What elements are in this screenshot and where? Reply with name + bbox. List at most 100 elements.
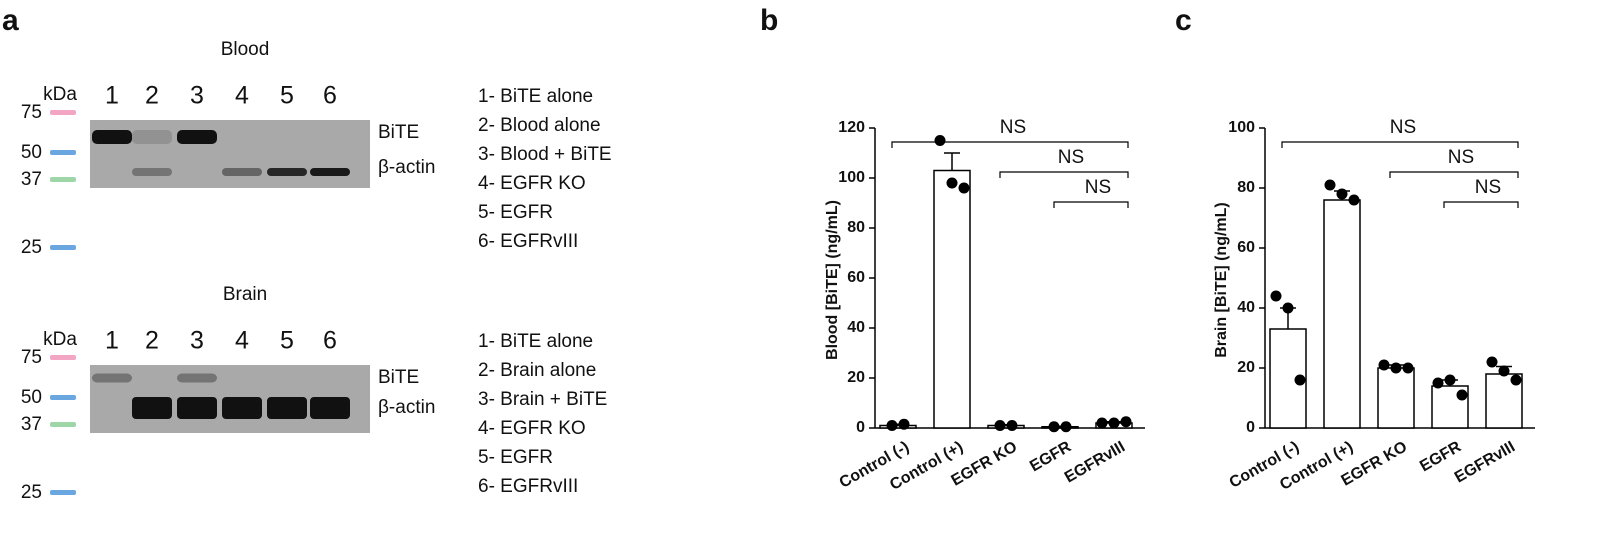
lane-number: 1 (105, 82, 119, 110)
lane-number: 2 (145, 327, 159, 355)
marker-label: 75 (21, 347, 42, 368)
bar (1323, 199, 1361, 429)
ladder-band (50, 177, 76, 182)
data-point (1498, 365, 1510, 377)
band (92, 373, 132, 383)
data-point (1456, 389, 1468, 401)
band (177, 373, 217, 383)
significance-bracket (891, 141, 1129, 148)
legend-item: 3- Blood + BiTE (478, 144, 612, 165)
data-point (1108, 417, 1120, 429)
y-tick-label: 120 (838, 119, 865, 136)
data-point (958, 182, 970, 194)
significance-bracket (1443, 201, 1519, 208)
panel-label: a (2, 4, 19, 37)
legend-item: 2- Blood alone (478, 115, 601, 136)
marker-label: 25 (21, 237, 42, 258)
data-point (1444, 374, 1456, 386)
band (132, 130, 172, 144)
y-tick-label: 0 (856, 419, 865, 436)
lane-number: 1 (105, 327, 119, 355)
band (132, 397, 172, 419)
band (310, 168, 350, 176)
data-point (1294, 374, 1306, 386)
legend-item: 6- EGFRvIII (478, 476, 578, 497)
lane-number: 5 (280, 82, 294, 110)
y-tick-label: 20 (847, 369, 865, 386)
lane-number: 3 (190, 82, 204, 110)
marker-label: 50 (21, 387, 42, 408)
ladder-band (50, 422, 76, 427)
band (310, 397, 350, 419)
lane-number: 2 (145, 82, 159, 110)
significance-label: NS (1000, 117, 1026, 138)
data-point (1120, 416, 1132, 428)
ladder-band (50, 110, 76, 115)
data-point (1048, 421, 1060, 433)
band (177, 130, 217, 144)
marker-label: 37 (21, 414, 42, 435)
lane-number: 6 (323, 327, 337, 355)
band (132, 168, 172, 176)
y-tick-label: 80 (847, 219, 865, 236)
data-point (1096, 417, 1108, 429)
significance-bracket (1053, 201, 1129, 208)
data-point (1378, 359, 1390, 371)
x-tick-label: EGFRvIII (1452, 438, 1518, 486)
band-label: β-actin (378, 397, 435, 418)
data-point (946, 177, 958, 189)
significance-label: NS (1475, 177, 1501, 198)
blot-title: Brain (223, 284, 267, 305)
legend-item: 1- BiTE alone (478, 331, 593, 352)
y-tick-label: 40 (1237, 299, 1255, 316)
bar (879, 424, 917, 429)
ladder-band (50, 150, 76, 155)
lane-number: 4 (235, 82, 249, 110)
y-tick-label: 80 (1237, 179, 1255, 196)
significance-label: NS (1448, 147, 1474, 168)
y-axis-label: Brain [BiTE] (ng/mL) (1213, 202, 1230, 358)
legend-item: 1- BiTE alone (478, 86, 593, 107)
data-point (1282, 302, 1294, 314)
data-point (886, 420, 898, 431)
data-point (1348, 194, 1360, 206)
data-point (1324, 179, 1336, 191)
marker-label: 50 (21, 142, 42, 163)
y-axis-label: Blood [BiTE] (ng/mL) (824, 200, 841, 360)
lane-number: 5 (280, 327, 294, 355)
band (222, 168, 262, 176)
band (267, 168, 307, 176)
data-point (1006, 420, 1018, 431)
band-label: BiTE (378, 367, 419, 388)
data-point (994, 420, 1006, 431)
significance-bracket (1281, 141, 1519, 148)
lane-number: 3 (190, 327, 204, 355)
y-tick-label: 40 (847, 319, 865, 336)
legend-item: 6- EGFRvIII (478, 231, 578, 252)
ladder-band (50, 355, 76, 360)
marker-label: 75 (21, 102, 42, 123)
band-label: β-actin (378, 157, 435, 178)
panel-label: b (760, 4, 778, 37)
blot-title: Blood (221, 39, 270, 60)
data-point (934, 135, 946, 146)
ladder-band (50, 395, 76, 400)
y-tick-label: 100 (838, 169, 865, 186)
y-tick-label: 60 (847, 269, 865, 286)
legend-item: 5- EGFR (478, 447, 553, 468)
data-point (1402, 362, 1414, 374)
band-label: BiTE (378, 122, 419, 143)
legend-item: 5- EGFR (478, 202, 553, 223)
data-point (1060, 421, 1072, 433)
significance-label: NS (1390, 117, 1416, 138)
y-tick-label: 20 (1237, 359, 1255, 376)
legend-item: 2- Brain alone (478, 360, 596, 381)
significance-label: NS (1058, 147, 1084, 168)
data-point (1510, 374, 1522, 386)
data-point (1336, 188, 1348, 200)
y-tick-label: 60 (1237, 239, 1255, 256)
unit-label: kDa (43, 84, 77, 105)
data-point (1486, 356, 1498, 368)
ladder-band (50, 245, 76, 250)
